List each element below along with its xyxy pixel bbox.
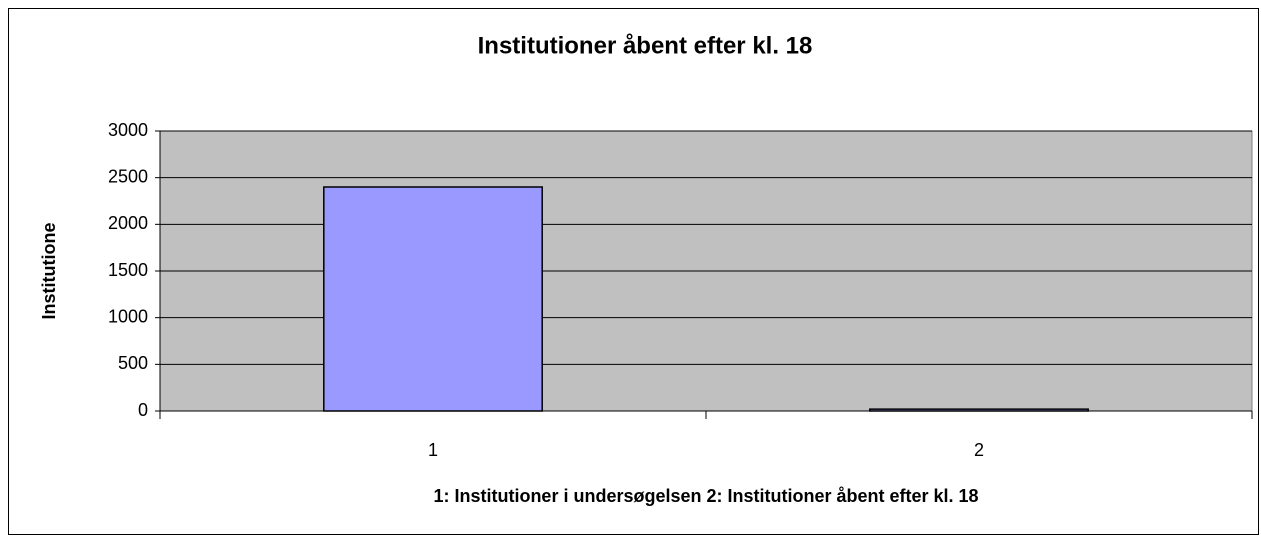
x-tick-label: 2 xyxy=(974,440,984,460)
y-tick-label: 1500 xyxy=(108,260,148,280)
y-tick-label: 1000 xyxy=(108,306,148,326)
x-axis-label: 1: Institutioner i undersøgelsen 2: Inst… xyxy=(433,486,978,506)
y-tick-label: 2500 xyxy=(108,166,148,186)
y-tick-label: 2000 xyxy=(108,213,148,233)
bar xyxy=(323,186,543,412)
y-tick-label: 3000 xyxy=(108,120,148,140)
y-tick-label: 0 xyxy=(138,400,148,420)
y-axis-label: Institutione xyxy=(39,223,59,320)
x-tick-label: 1 xyxy=(428,440,438,460)
bar xyxy=(869,408,1089,412)
y-tick-label: 500 xyxy=(118,353,148,373)
chart-title: Institutioner åbent efter kl. 18 xyxy=(478,32,813,59)
